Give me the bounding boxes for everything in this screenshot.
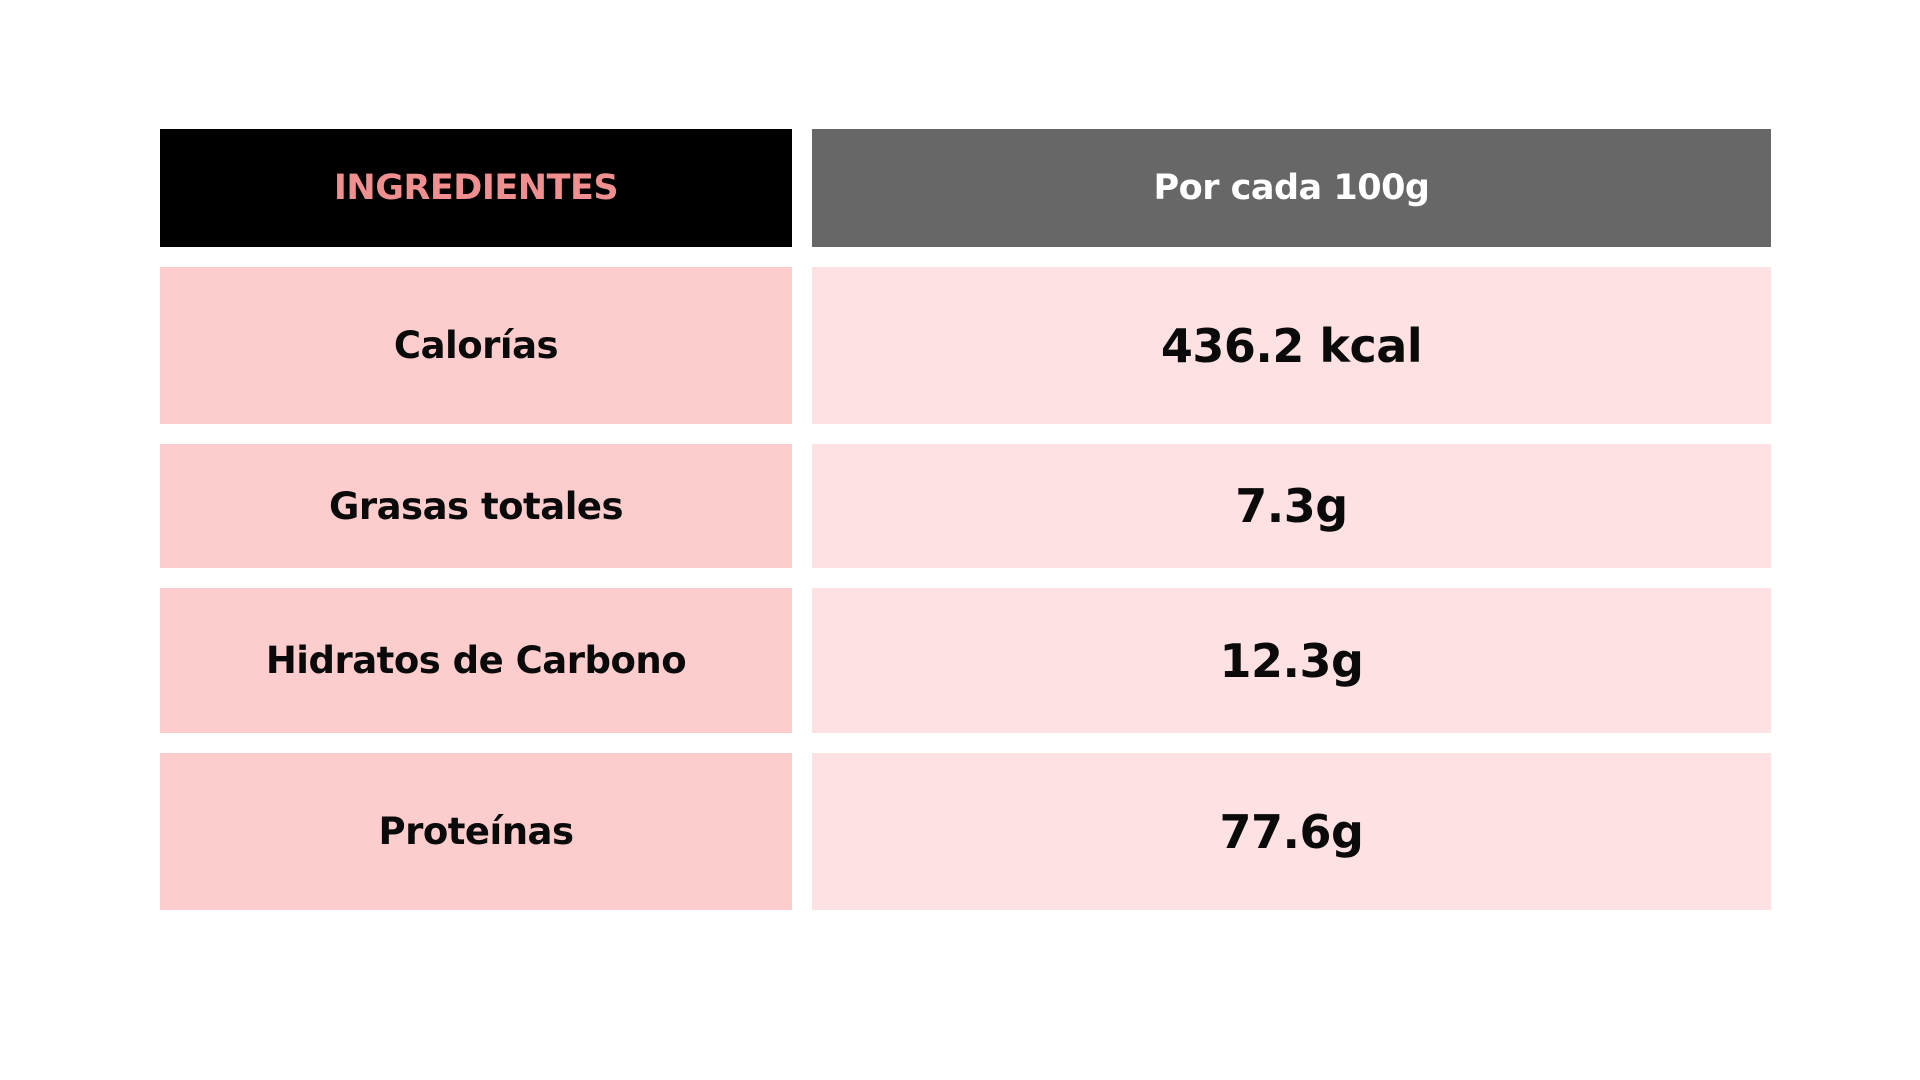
row-value-grasas: 7.3g bbox=[812, 444, 1771, 568]
row-value-hidratos: 12.3g bbox=[812, 588, 1771, 733]
table-row: Grasas totales 7.3g bbox=[160, 444, 1771, 568]
row-label-hidratos: Hidratos de Carbono bbox=[160, 588, 792, 733]
row-label-calorias: Calorías bbox=[160, 267, 792, 424]
table-header-row: INGREDIENTES Por cada 100g bbox=[160, 129, 1771, 247]
table-row: Proteínas 77.6g bbox=[160, 753, 1771, 910]
row-value-calorias: 436.2 kcal bbox=[812, 267, 1771, 424]
header-ingredientes: INGREDIENTES bbox=[160, 129, 792, 247]
table-row: Hidratos de Carbono 12.3g bbox=[160, 588, 1771, 733]
row-value-proteinas: 77.6g bbox=[812, 753, 1771, 910]
nutrition-table: INGREDIENTES Por cada 100g Calorías 436.… bbox=[160, 129, 1771, 910]
table-row: Calorías 436.2 kcal bbox=[160, 267, 1771, 424]
row-label-grasas: Grasas totales bbox=[160, 444, 792, 568]
row-label-proteinas: Proteínas bbox=[160, 753, 792, 910]
header-per-100g: Por cada 100g bbox=[812, 129, 1771, 247]
